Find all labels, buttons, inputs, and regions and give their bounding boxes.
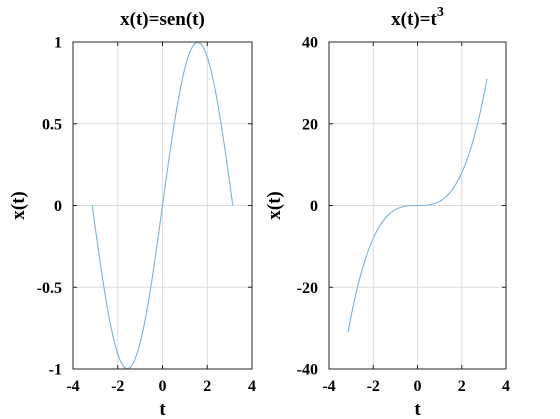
x-tick-label: 0 xyxy=(159,378,167,395)
series-line xyxy=(91,41,234,370)
y-axis-label: x(t) xyxy=(264,191,285,219)
tick-marks xyxy=(328,41,507,370)
x-tick-label: -2 xyxy=(367,378,380,395)
data-series xyxy=(91,41,234,370)
y-axis-label: x(t) xyxy=(8,191,29,219)
x-tick-label: 4 xyxy=(502,378,510,395)
y-tick-label: 0.5 xyxy=(42,116,62,133)
x-tick-label: 4 xyxy=(248,378,256,395)
x-tick-label: -2 xyxy=(111,378,124,395)
x-tick-label: 0 xyxy=(414,378,422,395)
y-tick-label: -40 xyxy=(297,362,318,379)
chart-title-superscript: 3 xyxy=(437,5,444,20)
chart-title-base: x(t)=sen(t) xyxy=(120,9,205,30)
y-tick-label: 1 xyxy=(54,35,62,52)
subplot-sine: -4 -2 0 2 4 -1 -0.5 0 0.5 1 x(t)=sen(t) t x(t) xyxy=(8,9,256,419)
y-tick-label: -20 xyxy=(297,280,318,297)
y-tick-label: 20 xyxy=(302,116,318,133)
x-axis-label: t xyxy=(414,399,421,419)
x-tick-label: -4 xyxy=(322,378,335,395)
series-line xyxy=(347,78,488,333)
y-tick-label: 0 xyxy=(310,198,318,215)
y-tick-label: -1 xyxy=(49,362,62,379)
y-tick-label: 40 xyxy=(302,35,318,52)
data-series xyxy=(347,78,488,333)
x-tick-label: -4 xyxy=(66,378,79,395)
tick-marks xyxy=(72,41,253,370)
chart-title: x(t)=sen(t) xyxy=(120,9,205,30)
x-axis-label: t xyxy=(159,399,166,419)
tick-labels: -4 -2 0 2 4 -1 -0.5 0 0.5 1 xyxy=(37,35,256,396)
y-tick-label: 0 xyxy=(54,198,62,215)
chart-title: x(t)=t3 xyxy=(391,5,444,30)
x-tick-label: 2 xyxy=(203,378,211,395)
y-tick-label: -0.5 xyxy=(37,280,62,297)
chart-title-base: x(t)=t xyxy=(391,9,437,30)
x-tick-label: 2 xyxy=(458,378,466,395)
